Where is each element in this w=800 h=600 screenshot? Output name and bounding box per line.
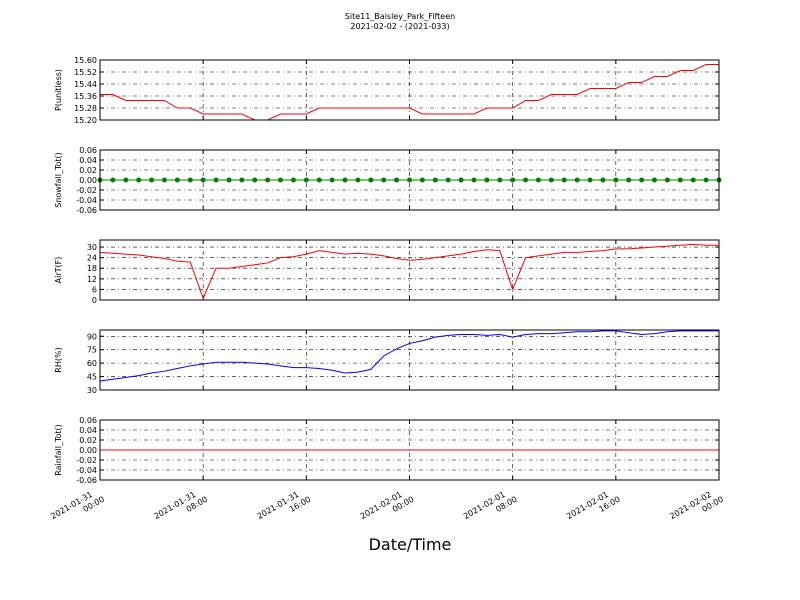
data-point — [613, 177, 619, 183]
data-point — [200, 177, 206, 183]
y-tick-label: 90 — [87, 332, 97, 341]
y-axis-label: AirT(F) — [54, 257, 63, 284]
y-tick-label: 0.04 — [79, 426, 97, 435]
y-tick-label: 24 — [87, 254, 97, 263]
data-point — [548, 177, 554, 183]
data-point — [278, 177, 284, 183]
data-point — [535, 177, 541, 183]
data-point — [265, 177, 271, 183]
data-point — [510, 177, 516, 183]
data-point — [187, 177, 193, 183]
data-point — [652, 177, 658, 183]
y-tick-label: 0.06 — [79, 416, 97, 425]
data-point — [136, 177, 142, 183]
data-line — [99, 330, 719, 382]
y-tick-label: -0.04 — [76, 466, 97, 475]
y-tick-label: -0.06 — [76, 476, 97, 485]
y-tick-label: 0.00 — [79, 176, 97, 185]
data-point — [110, 177, 116, 183]
data-point — [639, 177, 645, 183]
plot-frame — [99, 149, 720, 211]
data-point — [419, 177, 425, 183]
data-point — [561, 177, 567, 183]
y-tick-label: 15.28 — [74, 104, 97, 113]
data-point — [316, 177, 322, 183]
data-point — [664, 177, 670, 183]
data-point — [690, 177, 696, 183]
y-tick-label: 6 — [92, 285, 97, 294]
data-point — [574, 177, 580, 183]
data-point — [587, 177, 593, 183]
data-point — [458, 177, 464, 183]
data-point — [368, 177, 374, 183]
data-point — [342, 177, 348, 183]
plot-frame — [99, 329, 720, 391]
data-point — [149, 177, 155, 183]
data-point — [381, 177, 387, 183]
y-tick-label: 15.20 — [74, 116, 97, 125]
subtitle: 2021-02-02 - (2021-033) — [350, 22, 449, 31]
y-tick-label: 30 — [87, 243, 97, 252]
y-tick-label: 15.36 — [74, 92, 97, 101]
y-tick-label: 12 — [87, 275, 97, 284]
data-point — [303, 177, 309, 183]
data-point — [329, 177, 335, 183]
y-tick-label: 45 — [87, 373, 97, 382]
plot-frame — [99, 59, 720, 121]
data-point — [290, 177, 296, 183]
data-point — [600, 177, 606, 183]
data-point — [703, 177, 709, 183]
y-tick-label: 75 — [87, 346, 97, 355]
y-tick-label: -0.06 — [76, 206, 97, 215]
data-point — [355, 177, 361, 183]
y-tick-label: 30 — [87, 386, 97, 395]
data-point — [445, 177, 451, 183]
y-tick-label: 0 — [92, 296, 97, 305]
y-tick-label: 0.00 — [79, 446, 97, 455]
data-point — [471, 177, 477, 183]
data-line — [99, 243, 719, 300]
y-axis-label: Rainfall_Tot() — [54, 424, 63, 476]
data-point — [407, 177, 412, 183]
data-point — [626, 177, 632, 183]
y-tick-label: -0.04 — [76, 196, 97, 205]
data-point — [432, 177, 438, 183]
y-tick-label: 15.44 — [74, 80, 97, 89]
y-axis-label: RH(%) — [54, 347, 63, 372]
data-line — [100, 64, 719, 121]
y-tick-label: -0.02 — [76, 456, 97, 465]
data-point — [213, 177, 219, 183]
plot-frame — [99, 419, 720, 481]
data-point — [123, 177, 129, 183]
y-axis-label: Snowfall_Tot() — [54, 152, 63, 208]
data-point — [394, 177, 400, 183]
y-tick-label: -0.02 — [76, 186, 97, 195]
y-axis-label: P(unitless) — [54, 69, 63, 111]
x-axis-label: Date/Time — [369, 535, 452, 554]
y-tick-label: 0.02 — [79, 166, 97, 175]
y-tick-label: 0.06 — [79, 146, 97, 155]
data-point — [497, 177, 503, 183]
y-tick-label: 18 — [87, 264, 97, 273]
data-point — [677, 177, 683, 183]
data-point — [523, 177, 529, 183]
y-tick-label: 60 — [87, 359, 97, 368]
data-point — [161, 177, 167, 183]
title: Site11_Baisley_Park_Fifteen — [345, 12, 455, 21]
data-point — [226, 177, 232, 183]
data-point — [239, 177, 245, 183]
y-tick-label: 0.04 — [79, 156, 97, 165]
plot-frame — [99, 239, 720, 301]
y-tick-label: 0.02 — [79, 436, 97, 445]
data-point — [174, 177, 180, 183]
data-point — [484, 177, 490, 183]
data-point — [252, 177, 258, 183]
y-tick-label: 15.52 — [74, 68, 97, 77]
y-tick-label: 15.60 — [74, 56, 97, 65]
